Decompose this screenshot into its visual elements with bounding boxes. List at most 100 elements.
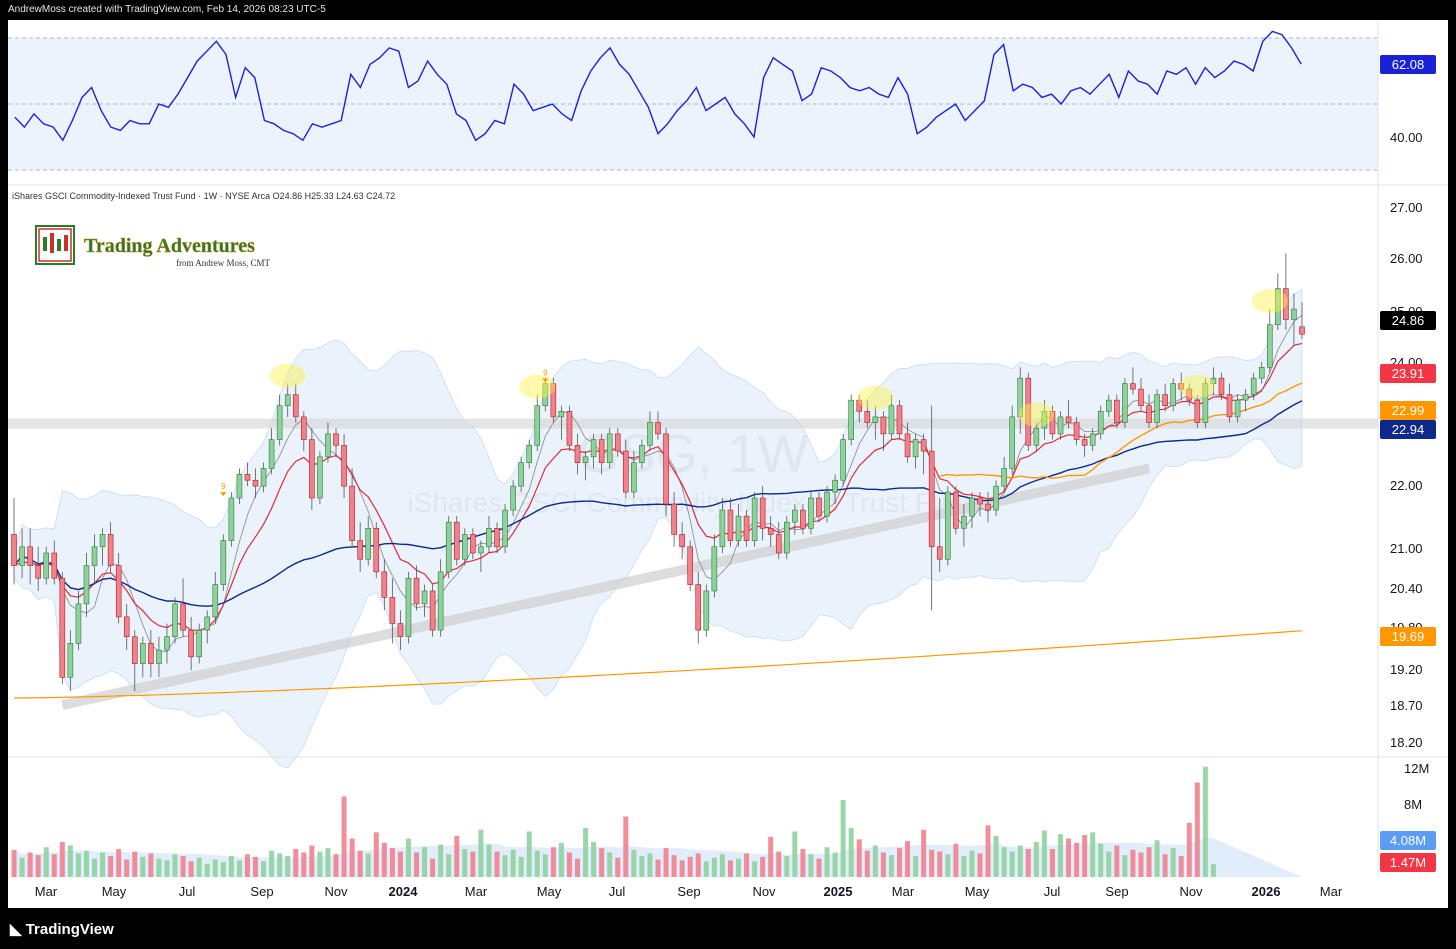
candle <box>19 546 25 566</box>
volume-bar <box>848 828 854 877</box>
volume-bar <box>711 857 717 877</box>
volume-bar <box>1146 847 1152 877</box>
candle <box>373 527 380 573</box>
volume-bar <box>140 856 146 877</box>
volume-bar <box>888 855 894 877</box>
candle <box>1114 399 1120 423</box>
volume-bar <box>969 850 975 877</box>
volume-bar <box>1194 782 1200 877</box>
candle <box>985 503 991 511</box>
volume-bar <box>333 854 339 877</box>
price-badge-label: 24.86 <box>1392 313 1425 328</box>
candle <box>276 405 283 440</box>
volume-bar <box>1049 849 1055 877</box>
volume-bar <box>518 856 524 877</box>
candle <box>131 636 138 664</box>
candle <box>268 439 275 469</box>
volume-bar <box>228 856 234 877</box>
candle <box>1210 377 1217 384</box>
candle <box>252 479 259 487</box>
volume-bar <box>1122 855 1128 877</box>
volume-bar <box>397 851 403 877</box>
volume-bar <box>422 847 428 877</box>
time-axis-label: Jul <box>1044 884 1061 899</box>
candle <box>365 527 372 560</box>
volume-bar <box>776 851 782 877</box>
short-sma-line <box>13 314 1303 652</box>
candle <box>719 509 726 548</box>
tradingview-logo[interactable]: ◣ TradingView <box>10 920 114 938</box>
anchored-ma-line <box>939 382 1303 479</box>
candle <box>301 416 307 440</box>
candle <box>936 546 943 560</box>
candle <box>912 439 919 458</box>
td-arrow-icon <box>220 492 227 497</box>
volume-bar <box>59 842 65 877</box>
candle <box>284 394 291 407</box>
volume-bar <box>816 858 822 877</box>
candle <box>1097 411 1104 435</box>
volume-bar <box>92 858 98 877</box>
volume-bar <box>414 852 420 877</box>
candle <box>639 445 645 463</box>
time-axis-label: 2026 <box>1252 884 1281 899</box>
candle <box>325 433 331 458</box>
volume-bar <box>575 858 580 877</box>
volume-bar <box>51 854 57 877</box>
candle <box>1234 399 1241 418</box>
volume-bar <box>1017 845 1023 877</box>
candle <box>413 577 420 605</box>
candle <box>115 565 122 618</box>
volume-bar <box>236 860 242 877</box>
brand-subtitle: from Andrew Moss, CMT <box>176 258 271 268</box>
volume-bar <box>349 838 355 877</box>
symbol-info[interactable]: iShares GSCI Commodity-Indexed Trust Fun… <box>12 191 395 201</box>
candle <box>928 450 935 548</box>
tradingview-icon: ◣ <box>10 921 26 938</box>
volume-bar <box>35 855 41 877</box>
volume-bar <box>744 853 750 877</box>
candle <box>800 509 806 529</box>
candle <box>824 491 830 517</box>
time-axis-label: Mar <box>892 884 915 899</box>
volume-bar <box>325 848 331 877</box>
time-axis-label: May <box>537 884 562 899</box>
volume-bar <box>486 844 492 877</box>
candle <box>83 565 90 605</box>
candle <box>542 383 549 407</box>
volume-bar <box>542 854 548 877</box>
volume-bar <box>896 848 902 877</box>
volume-bar <box>220 862 226 877</box>
candle <box>381 571 388 598</box>
price-badge <box>1380 627 1436 646</box>
volume-bar <box>639 856 645 877</box>
volume-bar <box>1057 834 1063 877</box>
candle <box>574 445 581 463</box>
candle <box>727 509 734 541</box>
volume-tick-label: 8M <box>1404 797 1422 812</box>
volume-bar <box>1130 849 1136 877</box>
candle <box>204 616 211 631</box>
axes: 27.0026.0025.0024.0022.0021.0020.4019.80… <box>8 20 1448 899</box>
candle <box>341 445 347 487</box>
volume-bar <box>108 856 114 877</box>
candle <box>550 383 557 418</box>
candle <box>534 405 541 446</box>
volume-bar <box>11 849 17 877</box>
candle <box>590 439 597 458</box>
candle <box>655 422 661 435</box>
candle <box>91 546 98 566</box>
volume-bar <box>607 852 613 877</box>
volume-bar <box>913 856 919 877</box>
volume-badge-label: 4.08M <box>1390 833 1426 848</box>
candle <box>180 603 186 631</box>
sma-line <box>13 400 1303 607</box>
volume-bar <box>1033 842 1039 877</box>
volume-bar <box>768 836 774 877</box>
candle <box>671 503 677 535</box>
volume-bar <box>381 842 387 877</box>
price-tick-label: 18.20 <box>1390 735 1423 750</box>
volume-bar <box>534 850 540 877</box>
candle <box>1089 433 1096 446</box>
